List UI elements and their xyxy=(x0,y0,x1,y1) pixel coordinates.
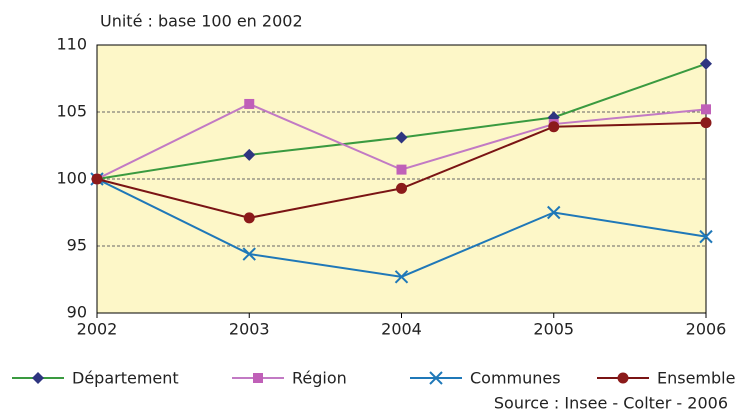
marker xyxy=(242,247,256,261)
legend-label: Département xyxy=(72,369,179,388)
marker xyxy=(243,212,255,224)
legend-item: Communes xyxy=(410,369,561,388)
chart-subtitle: Unité : base 100 en 2002 xyxy=(100,12,303,31)
marker xyxy=(617,372,629,384)
x-tick-label: 2006 xyxy=(686,320,727,339)
marker xyxy=(700,57,712,70)
chart-source: Source : Insee - Colter - 2006 xyxy=(494,394,728,413)
y-tick-label: 105 xyxy=(56,102,87,121)
marker xyxy=(244,98,255,109)
y-tick-label: 110 xyxy=(56,35,87,54)
legend-item: Département xyxy=(12,369,179,388)
marker xyxy=(699,229,713,244)
marker xyxy=(243,148,256,161)
x-tick-label: 2005 xyxy=(533,320,574,339)
legend-item: Ensemble xyxy=(597,369,735,388)
y-tick-label: 100 xyxy=(56,169,87,188)
marker xyxy=(395,131,408,144)
marker xyxy=(32,372,44,384)
marker xyxy=(548,121,560,133)
marker xyxy=(91,173,103,185)
legend-label: Communes xyxy=(470,369,561,388)
y-tick-label: 90 xyxy=(67,303,87,322)
marker xyxy=(429,371,443,385)
x-tick-label: 2002 xyxy=(77,320,118,339)
marker xyxy=(396,164,407,175)
marker xyxy=(396,182,407,194)
marker xyxy=(394,270,409,284)
legend-item: Région xyxy=(232,369,347,388)
y-tick-label: 95 xyxy=(67,236,87,255)
marker xyxy=(547,205,561,220)
marker xyxy=(701,104,711,115)
legend-label: Ensemble xyxy=(657,369,735,388)
x-tick-label: 2003 xyxy=(229,320,270,339)
legend-label: Région xyxy=(292,369,347,388)
x-tick-label: 2004 xyxy=(381,320,422,339)
marker xyxy=(253,373,263,383)
marker xyxy=(700,117,712,129)
